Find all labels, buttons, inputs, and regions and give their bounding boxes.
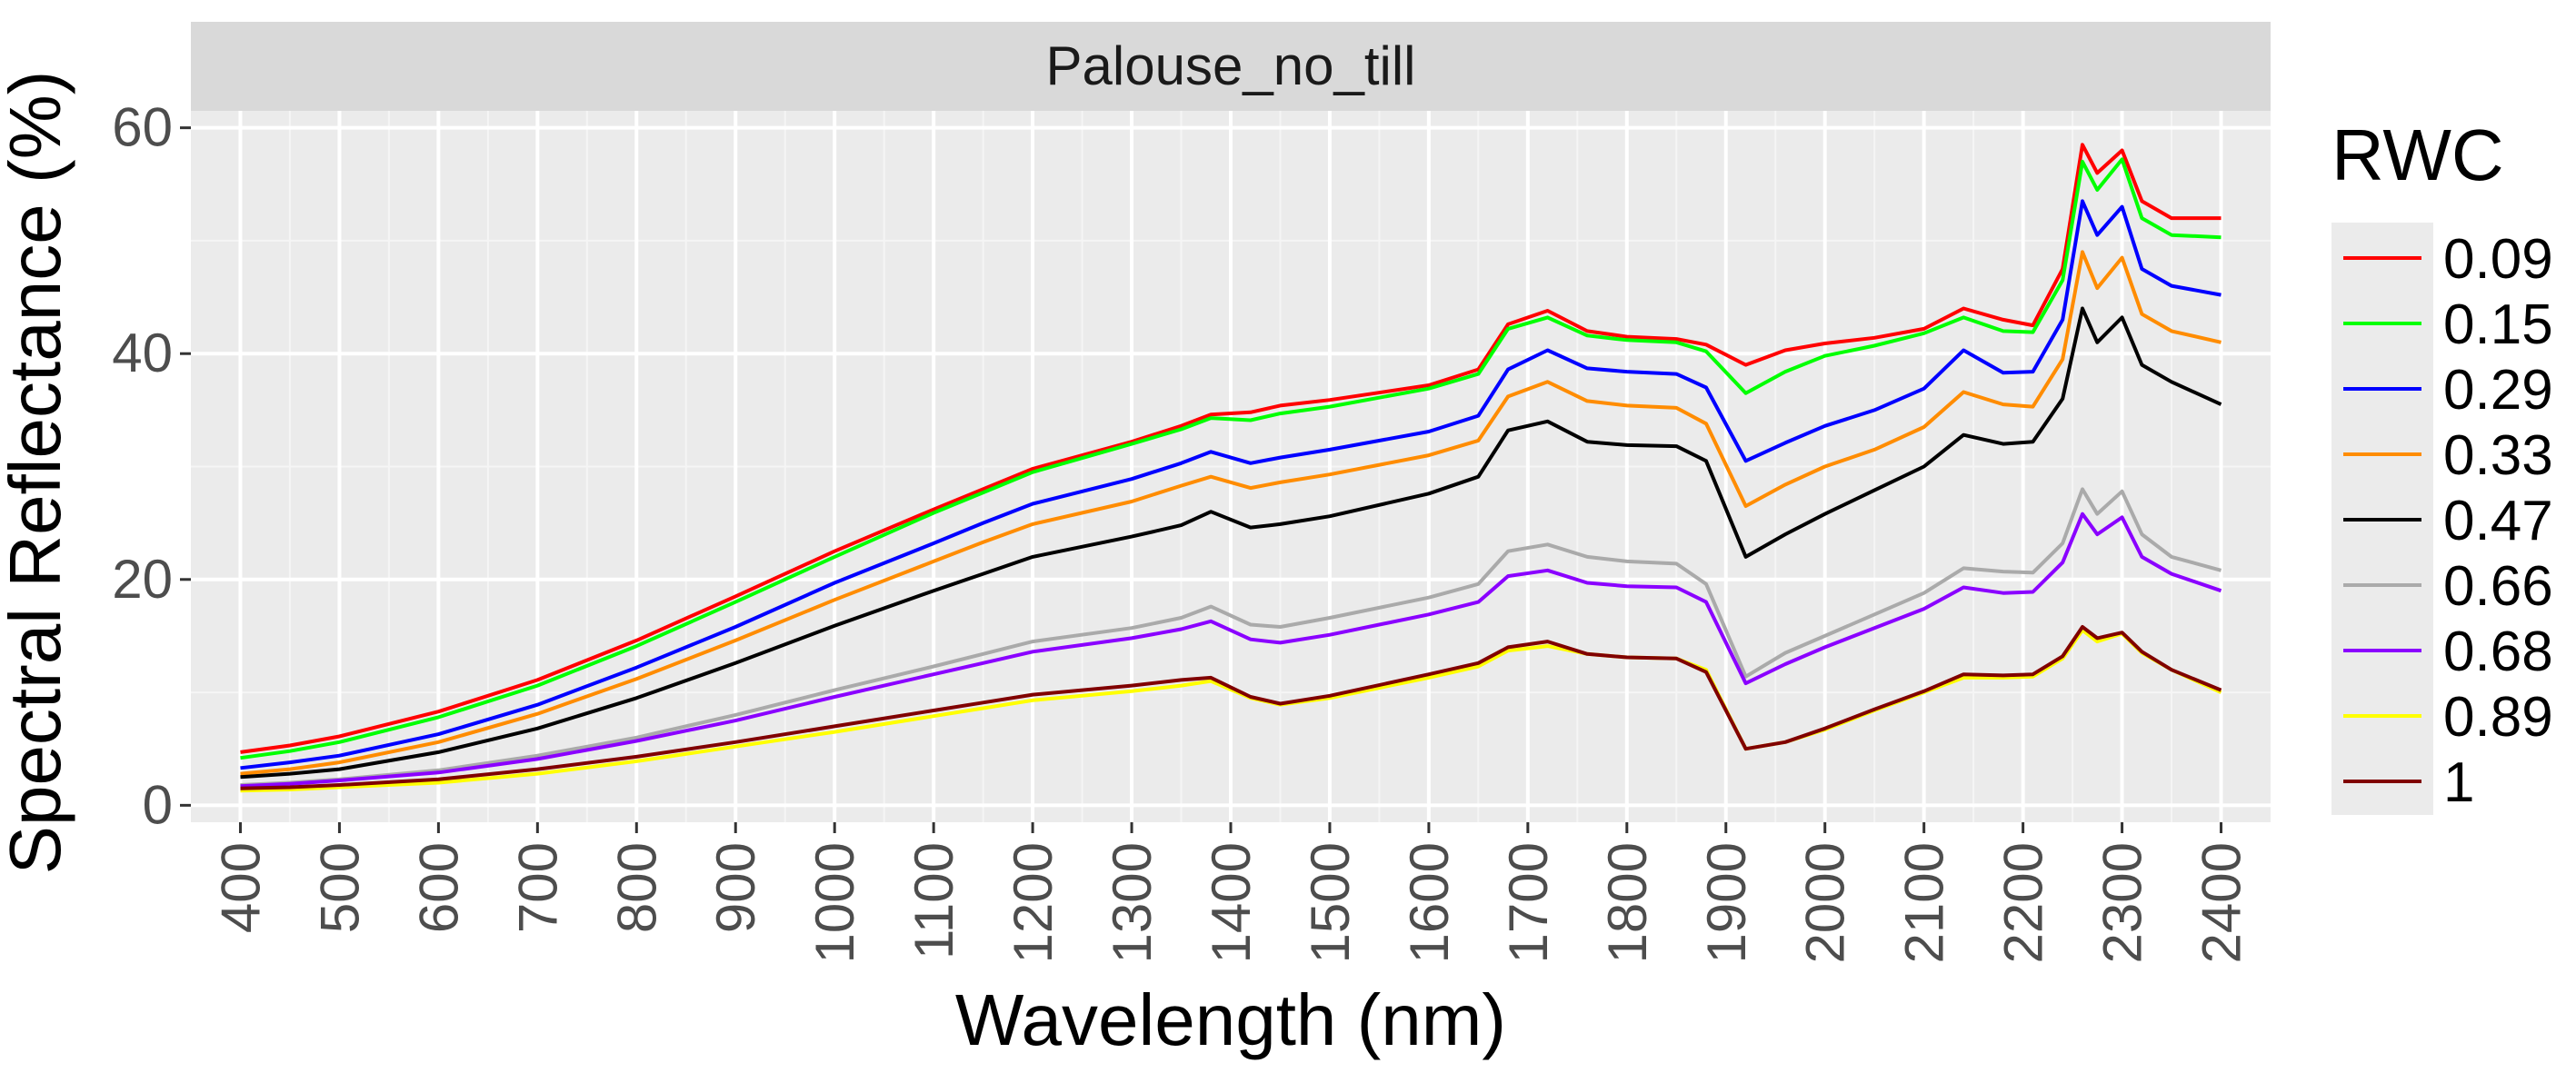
series-line-0.68 — [240, 512, 2222, 789]
x-tick-label: 1300 — [1102, 842, 1163, 963]
x-tick-label: 2100 — [1894, 842, 1955, 963]
series-lines — [240, 143, 2222, 793]
x-tick-label: 900 — [705, 842, 766, 933]
legend-label: 0.66 — [2443, 555, 2553, 618]
y-axis-title: Spectral Reflectance (%) — [0, 71, 75, 875]
x-tick-label: 400 — [210, 842, 271, 933]
x-tick-label: 1800 — [1597, 842, 1658, 963]
x-tick-label: 1500 — [1300, 842, 1361, 963]
x-axis: 400 500 600 700 800 900 1000 1100 1200 1300 1400 15… — [210, 822, 2252, 963]
legend: 0.090.150.290.330.470.660.680.891 — [2343, 228, 2553, 814]
legend-label: 0.89 — [2443, 686, 2553, 749]
series-line-0.89 — [240, 628, 2222, 793]
legend-label: 0.09 — [2443, 228, 2553, 291]
legend-label: 0.47 — [2443, 490, 2553, 552]
x-tick-label: 2300 — [2092, 842, 2153, 963]
legend-label: 1 — [2443, 751, 2474, 814]
legend-label: 0.68 — [2443, 621, 2553, 683]
facet-strip — [191, 22, 2271, 111]
x-tick-label: 1000 — [804, 842, 865, 963]
x-tick-label: 1600 — [1399, 842, 1460, 963]
x-tick-label: 2200 — [1993, 842, 2054, 963]
x-tick-label: 600 — [408, 842, 469, 933]
series-line-1 — [240, 625, 2222, 790]
x-tick-label: 2400 — [2192, 842, 2252, 963]
series-line-0.47 — [240, 306, 2222, 780]
series-line-0.09 — [240, 143, 2222, 754]
legend-label: 0.33 — [2443, 424, 2553, 487]
x-tick-label: 1100 — [904, 842, 964, 959]
y-tick-label: 60 — [112, 97, 173, 158]
y-axis: 0 20 40 60 — [112, 97, 191, 835]
y-tick-label: 20 — [112, 549, 173, 610]
facet-title: Palouse_no_till — [1046, 35, 1416, 96]
x-tick-label: 1400 — [1201, 842, 1262, 963]
x-tick-label: 1200 — [1003, 842, 1063, 963]
legend-label: 0.15 — [2443, 293, 2553, 356]
x-axis-title: Wavelength (nm) — [955, 979, 1506, 1060]
x-tick-label: 700 — [507, 842, 568, 933]
series-line-0.66 — [240, 487, 2222, 787]
series-line-0.15 — [240, 157, 2222, 760]
x-tick-label: 800 — [606, 842, 667, 933]
x-tick-label: 500 — [309, 842, 370, 933]
series-line-0.29 — [240, 199, 2222, 770]
legend-label: 0.29 — [2443, 359, 2553, 422]
x-tick-label: 1700 — [1498, 842, 1559, 963]
y-tick-label: 40 — [112, 323, 173, 383]
x-tick-label: 1900 — [1696, 842, 1757, 963]
grid — [191, 111, 2271, 822]
series-line-0.33 — [240, 250, 2222, 776]
legend-title: RWC — [2331, 114, 2504, 195]
x-tick-label: 2000 — [1795, 842, 1856, 963]
y-tick-label: 0 — [143, 774, 173, 835]
